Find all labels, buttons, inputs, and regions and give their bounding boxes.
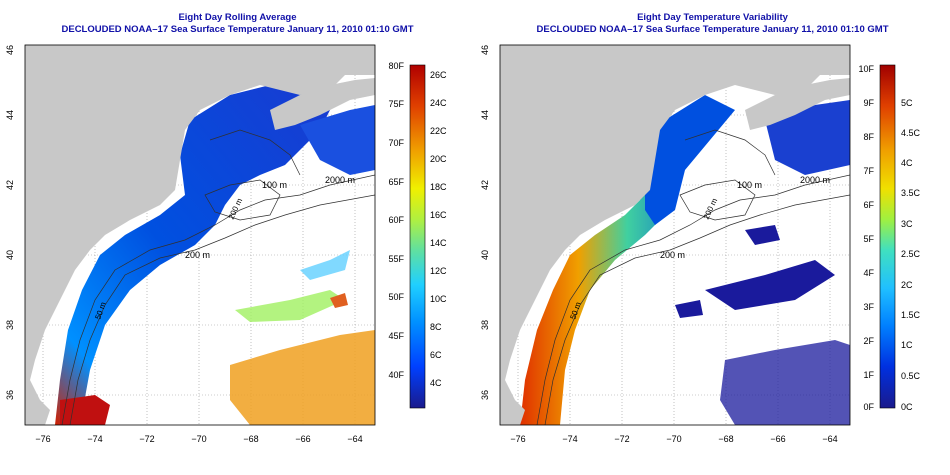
colorbar-c-tick: 24C: [430, 98, 447, 108]
x-tick-label: −64: [822, 434, 837, 444]
map-frame: [24, 44, 376, 426]
y-tick-label: 40: [5, 250, 15, 260]
shelf-water: [55, 75, 335, 425]
colorbar-f-tick: 6F: [863, 200, 874, 210]
colorbar-c-tick: 2C: [901, 280, 913, 290]
land-nova-scotia: [745, 78, 850, 130]
map-frame: [499, 44, 851, 426]
colorbar-f-tick: 3F: [863, 302, 874, 312]
y-tick-label: 36: [5, 390, 15, 400]
colorbar-f-tick: 5F: [863, 234, 874, 244]
map-title: Eight Day Rolling Average: [178, 12, 297, 23]
colorbar-f-tick: 7F: [863, 166, 874, 176]
contour-label: 100 m: [262, 180, 287, 190]
colorbar-c-tick: 4C: [901, 158, 913, 168]
x-tick-label: −68: [243, 434, 258, 444]
isobath-contours: [536, 129, 850, 425]
map-title: Eight Day Temperature Variability: [637, 12, 788, 23]
colorbar-c-tick: 6C: [430, 350, 442, 360]
contour-label: 200 m: [660, 250, 685, 260]
x-tick-label: −66: [770, 434, 785, 444]
colorbar: [409, 64, 426, 409]
panel-temperature-variability: Eight Day Temperature Variability DECLOU…: [475, 0, 950, 475]
colorbar-f-tick: 55F: [388, 254, 404, 264]
y-tick-label: 38: [5, 320, 15, 330]
offshore-variability-patches: [675, 225, 850, 425]
isobath-contours: [61, 129, 375, 425]
colorbar-c-tick: 1C: [901, 340, 913, 350]
y-tick-label: 44: [5, 110, 15, 120]
colorbar-f-tick: 45F: [388, 331, 404, 341]
colorbar-f-tick: 0F: [863, 402, 874, 412]
map-subtitle: DECLOUDED NOAA–17 Sea Surface Temperatur…: [536, 24, 889, 35]
x-tick-label: −72: [614, 434, 629, 444]
colorbar-c-tick: 1.5C: [901, 310, 921, 320]
y-tick-label: 42: [5, 180, 15, 190]
x-tick-label: −68: [718, 434, 733, 444]
colorbar: [879, 64, 896, 409]
colorbar-c-tick: 0C: [901, 402, 913, 412]
colorbar-c-tick: 4C: [430, 378, 442, 388]
y-tick-label: 38: [480, 320, 490, 330]
colorbar-c-tick: 22C: [430, 126, 447, 136]
colorbar-f-tick: 9F: [863, 98, 874, 108]
contour-label: 2000 m: [800, 175, 830, 185]
shelf-variability-north: [645, 95, 735, 225]
y-tick-label: 40: [480, 250, 490, 260]
colorbar-f-tick: 65F: [388, 177, 404, 187]
offshore-sst-patches: [60, 250, 375, 425]
x-tick-label: −64: [347, 434, 362, 444]
colorbar-f-tick: 1F: [863, 370, 874, 380]
land-mainland: [25, 45, 375, 425]
colorbar-c-tick: 3.5C: [901, 188, 921, 198]
x-tick-label: −76: [510, 434, 525, 444]
shelf-water-east: [300, 105, 375, 175]
y-tick-label: 44: [480, 110, 490, 120]
map-subtitle: DECLOUDED NOAA–17 Sea Surface Temperatur…: [61, 24, 414, 35]
x-tick-label: −70: [191, 434, 206, 444]
x-tick-label: −72: [139, 434, 154, 444]
x-tick-label: −66: [295, 434, 310, 444]
colorbar-f-tick: 2F: [863, 336, 874, 346]
colorbar-c-tick: 5C: [901, 98, 913, 108]
colorbar-c-tick: 2.5C: [901, 249, 921, 259]
land-nova-scotia: [270, 78, 375, 130]
colorbar-c-tick: 10C: [430, 294, 447, 304]
colorbar-f-tick: 50F: [388, 292, 404, 302]
shelf-variability-east: [765, 100, 850, 175]
contour-label: 2000 m: [325, 175, 355, 185]
colorbar-f-tick: 80F: [388, 61, 404, 71]
colorbar-c-tick: 20C: [430, 154, 447, 164]
x-tick-label: −74: [562, 434, 577, 444]
colorbar-c-tick: 14C: [430, 238, 447, 248]
sst-map: 100 m 200 m 2000 m 50 m 200 m −76 −74 −7…: [5, 44, 447, 444]
x-tick-label: −74: [87, 434, 102, 444]
y-tick-label: 36: [480, 390, 490, 400]
colorbar-c-tick: 12C: [430, 266, 447, 276]
colorbar-f-tick: 60F: [388, 215, 404, 225]
colorbar-f-tick: 4F: [863, 268, 874, 278]
colorbar-c-tick: 0.5C: [901, 371, 921, 381]
land-mainland: [500, 45, 850, 425]
contour-label: 100 m: [737, 180, 762, 190]
colorbar-f-tick: 70F: [388, 138, 404, 148]
colorbar-c-tick: 16C: [430, 210, 447, 220]
x-tick-label: −70: [666, 434, 681, 444]
panel-rolling-average: Eight Day Rolling Average DECLOUDED NOAA…: [5, 12, 447, 444]
variability-map: 100 m 200 m 2000 m 50 m 200 m −76 −74 −7…: [480, 44, 921, 444]
y-tick-label: 42: [480, 180, 490, 190]
colorbar-c-tick: 4.5C: [901, 128, 921, 138]
colorbar-f-tick: 10F: [858, 64, 874, 74]
colorbar-c-tick: 3C: [901, 219, 913, 229]
colorbar-f-tick: 8F: [863, 132, 874, 142]
colorbar-c-tick: 8C: [430, 322, 442, 332]
contour-label: 200 m: [185, 250, 210, 260]
colorbar-f-tick: 75F: [388, 99, 404, 109]
colorbar-f-tick: 40F: [388, 370, 404, 380]
colorbar-c-tick: 26C: [430, 70, 447, 80]
y-tick-label: 46: [480, 45, 490, 55]
colorbar-c-tick: 18C: [430, 182, 447, 192]
y-tick-label: 46: [5, 45, 15, 55]
x-tick-label: −76: [35, 434, 50, 444]
